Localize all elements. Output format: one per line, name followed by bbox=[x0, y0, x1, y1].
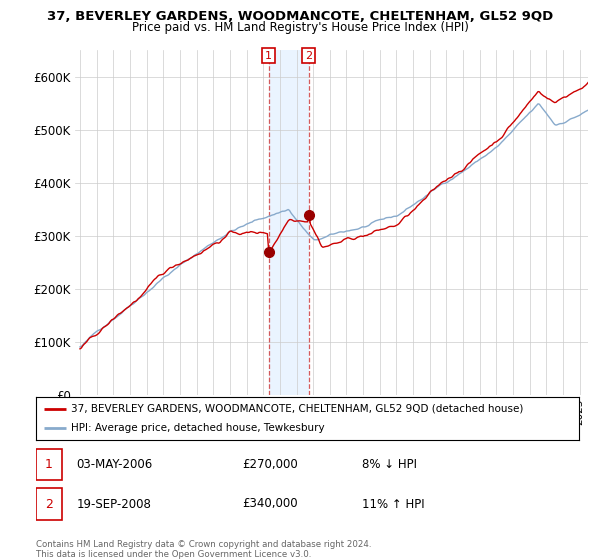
Text: £340,000: £340,000 bbox=[242, 497, 298, 511]
Text: 1: 1 bbox=[45, 458, 53, 472]
Text: 2: 2 bbox=[45, 497, 53, 511]
Text: 8% ↓ HPI: 8% ↓ HPI bbox=[362, 458, 417, 472]
Text: 37, BEVERLEY GARDENS, WOODMANCOTE, CHELTENHAM, GL52 9QD (detached house): 37, BEVERLEY GARDENS, WOODMANCOTE, CHELT… bbox=[71, 404, 524, 413]
Text: 37, BEVERLEY GARDENS, WOODMANCOTE, CHELTENHAM, GL52 9QD: 37, BEVERLEY GARDENS, WOODMANCOTE, CHELT… bbox=[47, 10, 553, 23]
Text: Contains HM Land Registry data © Crown copyright and database right 2024.
This d: Contains HM Land Registry data © Crown c… bbox=[36, 540, 371, 559]
Bar bbox=[269, 50, 308, 395]
FancyBboxPatch shape bbox=[36, 488, 62, 520]
Text: Price paid vs. HM Land Registry's House Price Index (HPI): Price paid vs. HM Land Registry's House … bbox=[131, 21, 469, 34]
Text: 19-SEP-2008: 19-SEP-2008 bbox=[77, 497, 152, 511]
Text: HPI: Average price, detached house, Tewkesbury: HPI: Average price, detached house, Tewk… bbox=[71, 423, 325, 433]
FancyBboxPatch shape bbox=[36, 449, 62, 480]
Text: £270,000: £270,000 bbox=[242, 458, 298, 472]
Text: 2: 2 bbox=[305, 51, 312, 60]
Text: 11% ↑ HPI: 11% ↑ HPI bbox=[362, 497, 424, 511]
Text: 03-MAY-2006: 03-MAY-2006 bbox=[77, 458, 153, 472]
Text: 1: 1 bbox=[265, 51, 272, 60]
